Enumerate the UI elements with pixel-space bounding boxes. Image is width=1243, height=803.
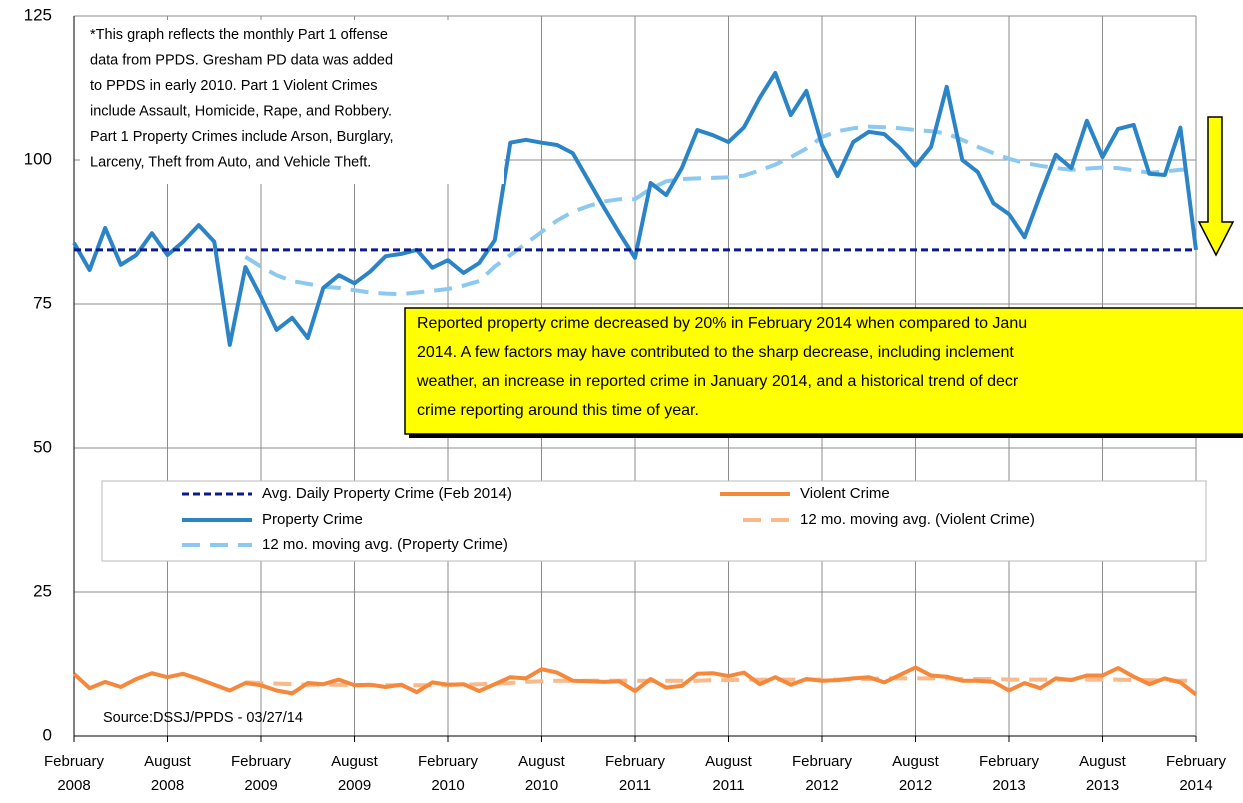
note-box bbox=[80, 20, 504, 184]
callout-text: Reported property crime decreased by 20%… bbox=[416, 315, 1027, 419]
annotations: Source:DSSJ/PPDS - 03/27/14 *This graph … bbox=[80, 20, 1243, 726]
x-tick-label: August 2009 bbox=[331, 753, 379, 794]
y-tick-label: 50 bbox=[33, 437, 52, 456]
legend-box bbox=[101, 480, 1207, 562]
series-line bbox=[244, 124, 1196, 297]
callout-line: Reported property crime decreased by 20%… bbox=[417, 315, 1027, 332]
callout-line: crime reporting around this time of year… bbox=[417, 402, 699, 419]
x-tick-label: February 2010 bbox=[418, 753, 479, 794]
y-tick-label: 25 bbox=[33, 581, 52, 600]
lines bbox=[72, 71, 1198, 697]
x-tick-label: August 2011 bbox=[705, 753, 753, 794]
callout-line: weather, an increase in reported crime i… bbox=[416, 373, 1019, 390]
x-tick-label: August 2012 bbox=[892, 753, 940, 794]
note-line: to PPDS in early 2010. Part 1 Violent Cr… bbox=[90, 78, 377, 94]
callout-box bbox=[404, 307, 1243, 435]
note-line: *This graph reflects the monthly Part 1 … bbox=[90, 27, 388, 43]
note-line: data from PPDS. Gresham PD data was adde… bbox=[90, 52, 393, 68]
y-tick-label: 125 bbox=[24, 5, 52, 24]
x-tick-label: August 2008 bbox=[144, 753, 192, 794]
note-line: Larceny, Theft from Auto, and Vehicle Th… bbox=[90, 154, 371, 170]
x-tick-label: February 2011 bbox=[605, 753, 666, 794]
note-line: Part 1 Property Crimes include Arson, Bu… bbox=[90, 129, 394, 145]
series-line bbox=[72, 71, 1198, 347]
x-tick-label: August 2013 bbox=[1079, 753, 1127, 794]
y-tick-label: 75 bbox=[33, 293, 52, 312]
x-tick-label: February 2009 bbox=[231, 753, 292, 794]
y-tick-label: 100 bbox=[24, 149, 52, 168]
legend-label: Violent Crime bbox=[800, 485, 890, 502]
callout-line: 2014. A few factors may have contributed… bbox=[417, 344, 1014, 361]
source: Source:DSSJ/PPDS - 03/27/14 bbox=[103, 710, 303, 726]
note-line: include Assault, Homicide, Rape, and Rob… bbox=[90, 103, 392, 119]
x-tick-label: February 2013 bbox=[979, 753, 1040, 794]
y-tick-label: 0 bbox=[43, 725, 52, 744]
legend-label: 12 mo. moving avg. (Property Crime) bbox=[262, 536, 508, 553]
legend-label: Avg. Daily Property Crime (Feb 2014) bbox=[262, 485, 512, 502]
series-line bbox=[245, 676, 1196, 688]
legend-label: Property Crime bbox=[262, 511, 363, 528]
arrow bbox=[1197, 116, 1235, 257]
x-tick-label: February 2014 bbox=[1166, 753, 1227, 794]
series-line bbox=[72, 665, 1198, 697]
x-tick-label: August 2010 bbox=[518, 753, 566, 794]
x-tick-label: February 2008 bbox=[44, 753, 105, 794]
legend-label: 12 mo. moving avg. (Violent Crime) bbox=[800, 511, 1035, 528]
x-tick-label: February 2012 bbox=[792, 753, 853, 794]
